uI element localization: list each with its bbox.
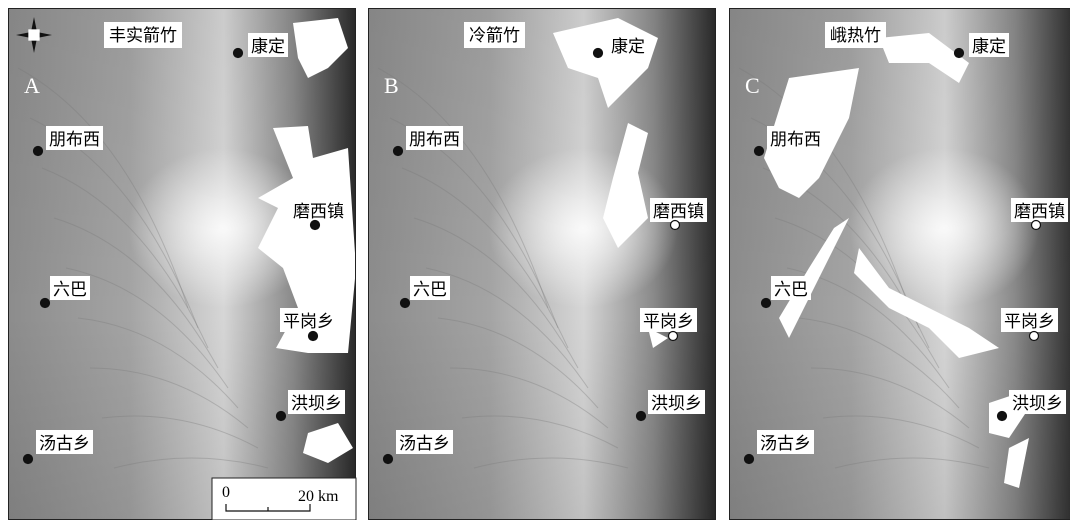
- place-label: 洪坝乡: [291, 394, 342, 413]
- place-marker: [34, 147, 43, 156]
- place-marker: [1030, 332, 1039, 341]
- place-marker: [277, 412, 286, 421]
- place-label: 洪坝乡: [1012, 394, 1063, 413]
- place-marker: [955, 49, 964, 58]
- place-label: 磨西镇: [653, 202, 704, 221]
- scale-start: 0: [222, 484, 230, 501]
- species-label: 峨热竹: [830, 26, 881, 45]
- place-marker: [637, 412, 646, 421]
- place-label: 朋布西: [770, 130, 821, 149]
- figure: A 丰实箭竹康定朋布西磨西镇六巴平岗乡洪坝乡汤古乡 0 20 km B 冷箭竹康定朋布西磨…: [0, 0, 1070, 520]
- place-label: 汤古乡: [399, 434, 450, 453]
- place-marker: [401, 299, 410, 308]
- place-marker: [669, 332, 678, 341]
- place-label: 六巴: [413, 280, 447, 299]
- place-label: 磨西镇: [1014, 202, 1065, 221]
- place-marker: [384, 455, 393, 464]
- place-marker: [1032, 221, 1041, 230]
- place-marker: [234, 49, 243, 58]
- panel-letter: A: [24, 73, 40, 98]
- place-label: 朋布西: [409, 130, 460, 149]
- place-label: 汤古乡: [39, 434, 90, 453]
- place-marker: [998, 412, 1007, 421]
- place-label: 康定: [251, 37, 285, 56]
- place-marker: [762, 299, 771, 308]
- place-label: 六巴: [53, 280, 87, 299]
- place-marker: [594, 49, 603, 58]
- scale-end: 20 km: [298, 488, 339, 505]
- place-label: 洪坝乡: [651, 394, 702, 413]
- place-marker: [41, 299, 50, 308]
- place-marker: [745, 455, 754, 464]
- place-label: 平岗乡: [643, 312, 694, 331]
- panel-letter: B: [384, 73, 399, 98]
- place-marker: [311, 221, 320, 230]
- panel-letter: C: [745, 73, 760, 98]
- place-label: 磨西镇: [293, 202, 344, 221]
- place-label: 康定: [611, 37, 645, 56]
- place-marker: [309, 332, 318, 341]
- place-marker: [755, 147, 764, 156]
- place-label: 六巴: [774, 280, 808, 299]
- place-marker: [24, 455, 33, 464]
- species-label: 丰实箭竹: [109, 26, 177, 45]
- place-label: 汤古乡: [760, 434, 811, 453]
- place-marker: [671, 221, 680, 230]
- place-marker: [394, 147, 403, 156]
- place-label: 康定: [972, 37, 1006, 56]
- place-label: 朋布西: [49, 130, 100, 149]
- place-label: 平岗乡: [1004, 312, 1055, 331]
- place-label: 平岗乡: [283, 312, 334, 331]
- species-label: 冷箭竹: [469, 26, 520, 45]
